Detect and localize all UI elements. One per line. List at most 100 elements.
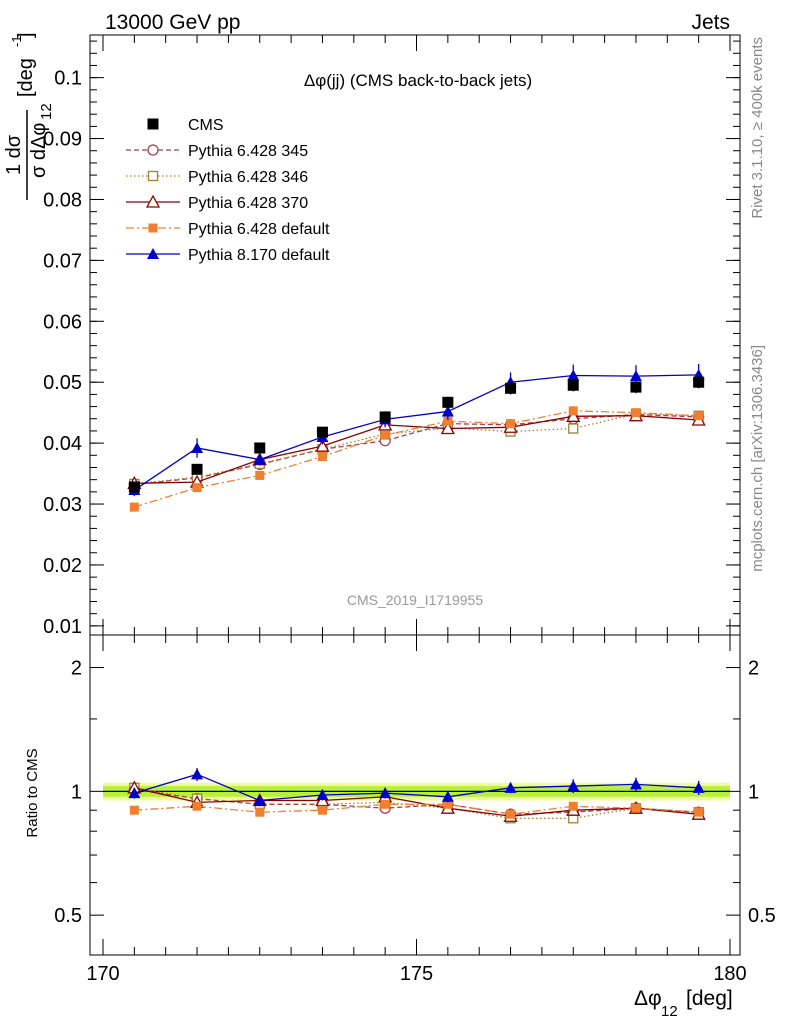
data-point [440,421,455,435]
ratio-y-tick-label-right: 0.5 [748,905,776,927]
ratio-data-point [129,805,139,815]
data-point [315,438,330,452]
data-point [568,423,579,434]
data-point [443,416,453,426]
legend-label: Pythia 6.428 370 [188,195,308,212]
ratio-data-point [192,801,202,811]
x-axis-label: Δφ 12 [deg] [634,987,733,1020]
watermark-label: CMS_2019_I1719955 [347,592,483,608]
ratio-series-line [134,787,699,817]
x-axis-label-unit: [deg] [686,987,733,1010]
main-y-tick-label: 0.04 [43,433,82,455]
legend-marker [147,170,159,182]
data-point [379,411,391,423]
ratio-x-ticks: 170 175 180 [86,635,747,985]
data-point [129,502,139,512]
data-point [693,376,705,388]
legend-label: Pythia 6.428 default [188,221,330,238]
ratio-data-point [567,780,580,792]
ratio-data-point [379,787,392,799]
main-y-tick-label: 0.01 [43,616,82,638]
ratio-data-point [253,794,266,806]
data-point [380,430,390,440]
legend-marker [145,194,161,208]
legend: CMS Pythia 6.428 345 Pythia 6.428 346 Pythi… [126,117,330,264]
ratio-data-point [629,778,642,790]
y-axis-label-numerator: 1 dσ [3,134,25,175]
ratio-series-line [134,788,699,815]
main-y-axis-label: 1 dσ σ dΔφ 12 [deg -1 ] [3,32,55,200]
data-point [128,481,140,493]
series-1 [128,408,705,491]
main-y-tick-label: 0.09 [43,129,82,151]
ratio-y-tick-label: 0.5 [54,905,82,927]
x-axis-label-symbol: Δφ [634,987,662,1010]
x-axis-label-subscript: 12 [661,1003,678,1020]
legend-marker [147,118,159,130]
legend-entry: Pythia 6.428 346 [126,169,308,186]
rivet-label: Rivet 3.1.10, ≥ 400k events [749,37,766,219]
data-point [255,470,265,480]
series-line [134,413,699,485]
main-y-tick-label: 0.1 [54,68,82,90]
mcplots-label: mcplots.cern.ch [arXiv:1306.3436] [749,345,766,572]
ratio-data-point [316,788,329,800]
x-tick-label: 170 [86,963,119,985]
header-left-label: 13000 GeV pp [105,11,240,34]
data-point [191,441,204,453]
main-series-group [127,363,706,512]
data-point [506,419,516,429]
main-y-tick-label: 0.08 [43,189,82,211]
legend-entry: Pythia 6.428 370 [126,194,308,212]
data-point [568,406,578,416]
series-line [134,410,699,508]
data-point [253,453,266,465]
y-axis-label-unit-close: ] [15,32,37,38]
ratio-y-tick-label: 1 [71,781,82,803]
data-point [254,442,266,454]
main-y-tick-label: 0.05 [43,372,82,394]
main-y-tick-label: 0.06 [43,311,82,333]
legend-marker [147,248,159,259]
ratio-y-tick-label-right: 2 [748,658,759,680]
data-point [566,408,581,422]
data-point [317,452,327,462]
ratio-series-3 [129,799,704,819]
legend-marker [148,223,158,233]
ratio-data-point [631,803,641,813]
data-point [629,370,642,382]
ratio-series-line [134,773,699,802]
series-2 [129,408,704,490]
x-tick-label: 180 [713,963,746,985]
legend-label: Pythia 6.428 346 [188,169,308,186]
ratio-y-tick-label: 2 [71,658,82,680]
ratio-panel-frame [89,634,741,956]
ratio-data-point [694,807,704,817]
main-y-tick-label: 0.03 [43,494,82,516]
data-point [192,483,202,493]
legend-label: Pythia 8.170 default [188,247,330,264]
data-point [631,408,641,418]
series-0 [128,376,705,493]
y-axis-label-denominator: σ dΔφ [28,123,50,178]
legend-entry: Pythia 6.428 default [126,221,330,238]
ratio-series-line [134,787,699,819]
ratio-data-point [255,807,265,817]
main-y-tick-label: 0.07 [43,250,82,272]
data-point [191,463,203,475]
legend-entry: Pythia 8.170 default [126,247,330,264]
data-point [442,396,454,408]
ratio-y-tick-label-right: 1 [748,781,759,803]
ratio-y-axis-label: Ratio to CMS [24,748,41,837]
data-point [630,381,642,393]
ratio-series-group [127,767,706,824]
main-x-ticks [102,35,731,635]
ratio-data-point [568,801,578,811]
legend-entry: Pythia 6.428 345 [126,143,308,160]
ratio-data-point [128,787,141,799]
data-point [694,411,704,421]
ratio-y-ticks: 0.5 0.5 1 1 2 2 [54,658,776,928]
y-axis-label-subscript: 12 [38,103,55,120]
series-3 [127,408,706,489]
